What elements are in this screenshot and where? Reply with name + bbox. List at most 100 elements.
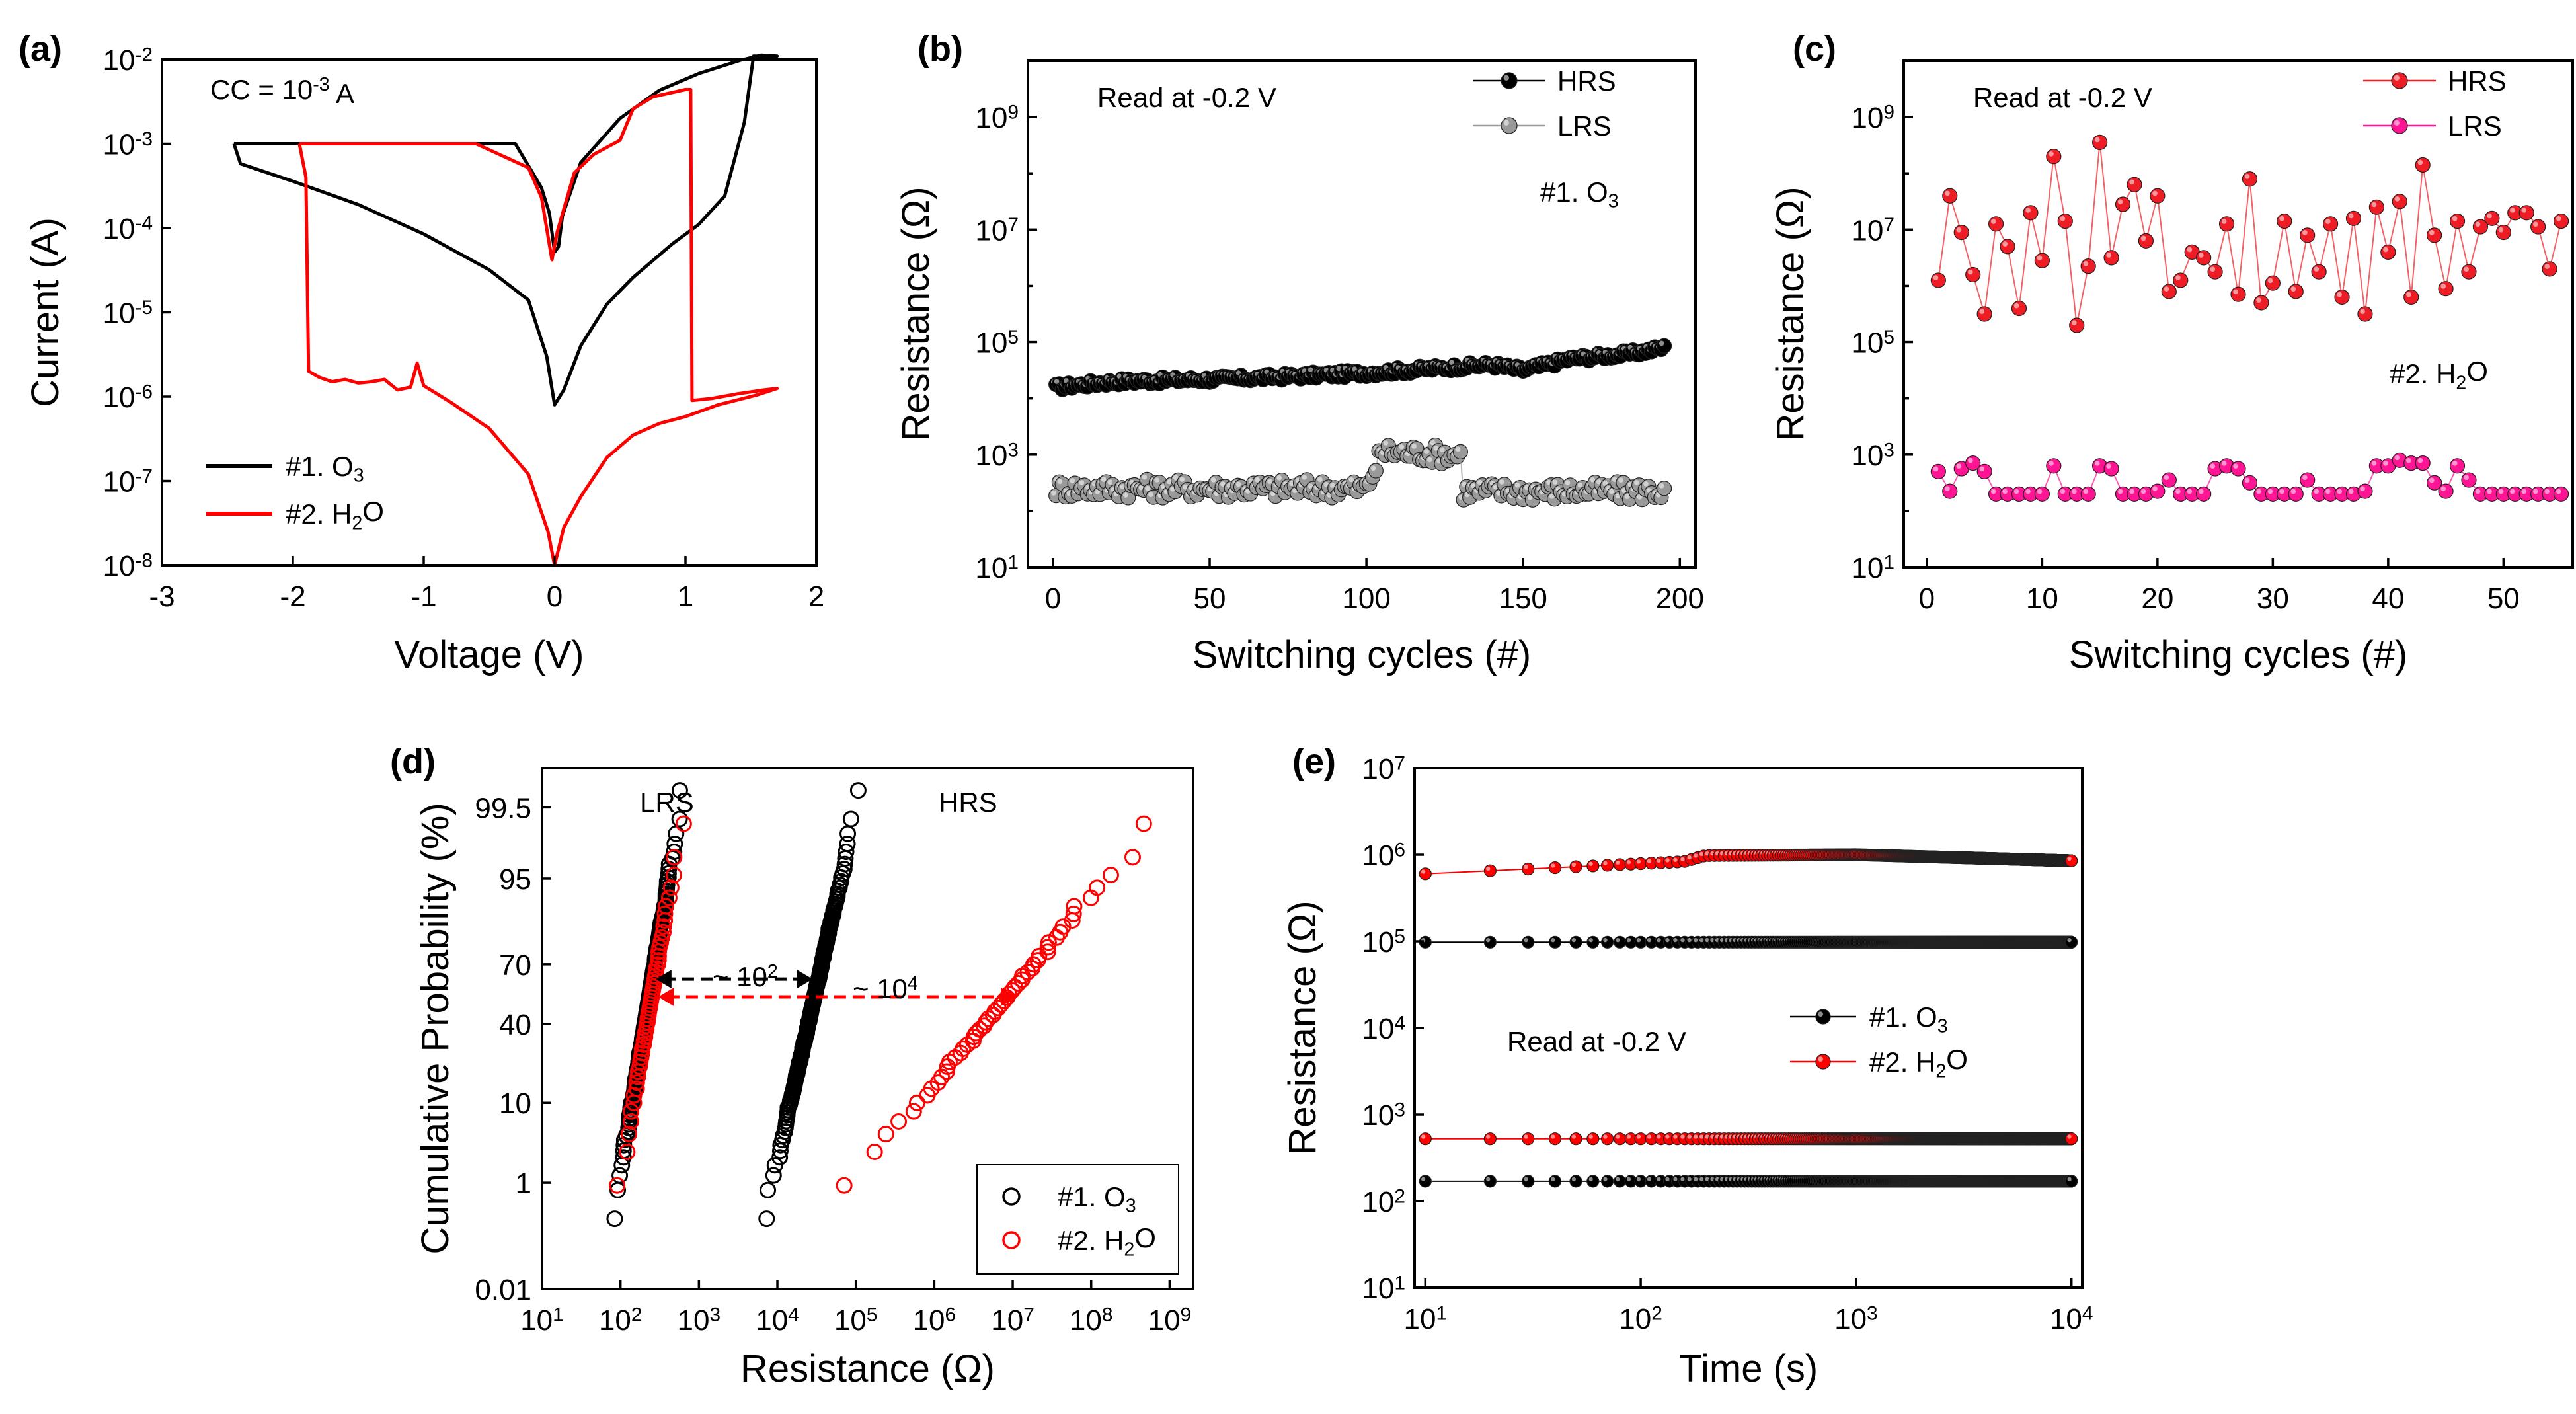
panel-label: (e) (1292, 742, 1336, 781)
x-tick-label: 40 (2372, 582, 2404, 615)
retention-point-shine (1673, 1134, 1678, 1139)
hrs-point-shine (2417, 159, 2423, 165)
y-tick-label: 10-2 (102, 44, 153, 77)
retention-point (1548, 935, 1562, 949)
retention-point (2065, 935, 2078, 949)
lrs-point-shine (1979, 466, 1985, 472)
lrs-point-shine (2279, 489, 2284, 494)
lrs-point-shine (1329, 483, 1335, 488)
lrs-point-shine (2487, 489, 2492, 494)
cdf-point (1135, 815, 1152, 832)
retention-point (1483, 864, 1497, 877)
retention-point-shine (1687, 1134, 1692, 1139)
lrs-point-shine (1317, 477, 1323, 483)
lrs-point-shine (1101, 477, 1107, 482)
retention-point-shine (1657, 1134, 1661, 1139)
lrs-point-shine (1990, 489, 1996, 494)
hrs-point-shine (2464, 266, 2469, 272)
x-tick-label: -2 (280, 580, 305, 613)
retention-point (1548, 1132, 1562, 1146)
lrs-point-shine (1138, 485, 1144, 491)
hrs-point-shine (2406, 292, 2411, 297)
hrs-point-shine (2244, 174, 2250, 179)
legend-marker-shine (1503, 120, 1509, 126)
lrs-point-shine (1424, 449, 1429, 454)
lrs-point (2161, 472, 2177, 488)
y-tick-label: 103 (975, 439, 1019, 471)
cdf-point (1102, 867, 1119, 884)
retention-point-shine (1665, 858, 1670, 863)
gap-arrow-o3-head-right (797, 970, 813, 989)
hrs-point-shine (2106, 253, 2112, 258)
retention-point (1419, 867, 1432, 881)
retention-point (2065, 854, 2078, 867)
hrs-point (2345, 210, 2362, 226)
lrs-point-shine (1399, 444, 1405, 450)
hrs-point-shine (2360, 309, 2365, 314)
lrs-point-shine (1615, 493, 1621, 499)
hrs-point (2288, 284, 2304, 299)
x-axis-label: Voltage (V) (395, 633, 584, 676)
lrs-point (2230, 461, 2246, 477)
retention-point-shine (1603, 938, 1608, 943)
lrs-point-shine (1057, 479, 1063, 485)
hrs-point-shine (2117, 199, 2123, 205)
hrs-point-shine (2049, 151, 2054, 157)
cdf-point (760, 1181, 777, 1198)
lrs-point-shine (1433, 446, 1439, 451)
panel-label: (d) (390, 742, 436, 781)
retention-point-shine (1636, 938, 1641, 943)
lrs-point-shine (1323, 481, 1329, 487)
hrs-point-shine (2556, 216, 2561, 221)
gap-label-o3: ~ 102 (713, 961, 778, 992)
x-tick-label: -1 (410, 580, 436, 613)
x-tick-label: 100 (1342, 582, 1390, 615)
x-axis-label: Switching cycles (#) (1192, 633, 1531, 676)
legend-box (976, 1164, 1179, 1275)
lrs-point-shine (2325, 489, 2331, 494)
hrs-point-shine (2348, 213, 2354, 219)
lrs-point-shine (1643, 481, 1649, 487)
lrs-point-shine (1462, 481, 1467, 487)
lrs-point (1942, 483, 1958, 499)
hrs-point-shine (2532, 221, 2538, 227)
lrs-point-shine (2302, 475, 2308, 481)
hrs-point-shine (2290, 286, 2296, 292)
lrs-point-shine (1612, 477, 1618, 483)
retention-point-shine (1551, 938, 1555, 943)
hrs-point-shine (2256, 297, 2261, 303)
lrs-point-shine (1618, 477, 1623, 483)
lrs-point-shine (1477, 479, 1483, 485)
lrs-point-shine (2049, 461, 2054, 466)
hrs-point-shine (2429, 230, 2435, 235)
retention-point-shine (1705, 851, 1709, 856)
hrs-point (2530, 219, 2546, 235)
cdf-point (839, 836, 856, 853)
lrs-point-shine (1107, 479, 1113, 485)
y-tick-label: 99.5 (475, 792, 531, 824)
lrs-point-shine (2532, 489, 2538, 494)
legend-label: HRS (2448, 65, 2507, 97)
cdf-point (836, 855, 853, 873)
hrs-point (2300, 227, 2316, 243)
lrs-point-shine (1148, 492, 1153, 498)
cdf-point (666, 836, 683, 853)
cdf-point (655, 923, 672, 941)
lrs-point-shine (2267, 489, 2273, 494)
hrs-point-shine (2037, 255, 2043, 261)
lrs-point-shine (1624, 494, 1630, 500)
cdf-point (1039, 943, 1056, 961)
plot-frame (161, 58, 818, 567)
hrs-point-shine (2060, 216, 2066, 221)
panel-label: (c) (1793, 29, 1836, 69)
hrs-point (2034, 253, 2050, 268)
hrs-point (1930, 272, 1946, 288)
hrs-point (2207, 264, 2223, 280)
retention-point-shine (1486, 938, 1491, 943)
retention-point-shine (1603, 861, 1608, 865)
legend-marker (2391, 117, 2408, 134)
lrs-point (1368, 463, 1384, 479)
legend-label: #2. H2O (286, 496, 384, 534)
lrs-point-shine (1308, 483, 1313, 489)
